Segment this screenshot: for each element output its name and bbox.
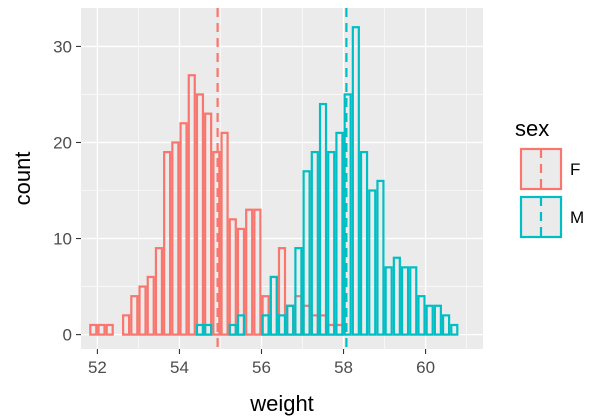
bar-M [359, 150, 369, 336]
bar-M [261, 314, 270, 336]
bar-M [376, 179, 385, 336]
x-tick-label: 58 [334, 358, 353, 377]
bar-F [122, 314, 131, 336]
bar-M [392, 256, 401, 336]
bar-F [163, 150, 172, 336]
x-tick-label: 56 [252, 358, 271, 377]
x-axis: 52 54 56 58 60 [88, 349, 435, 377]
legend-label-M: M [570, 208, 584, 227]
y-tick-label: 0 [63, 326, 72, 345]
legend-item-F: F [519, 147, 580, 191]
x-tick-label: 54 [170, 358, 189, 377]
bar-M [318, 102, 328, 336]
bar-F [179, 122, 188, 336]
legend-item-M: M [519, 195, 584, 239]
y-tick-label: 10 [53, 230, 72, 249]
bar-M [335, 131, 344, 336]
bar-M [384, 266, 393, 336]
bar-M [302, 170, 311, 336]
bar-M [195, 323, 205, 336]
bar-F [154, 247, 164, 336]
plot-panel [81, 8, 483, 349]
bar-F [253, 208, 262, 336]
bar-F [187, 74, 196, 336]
bar-M [310, 150, 319, 336]
legend-label-F: F [570, 160, 580, 179]
bar-M [204, 323, 213, 336]
legend-title: sex [515, 116, 549, 141]
bar-F [89, 323, 98, 336]
bar-M [368, 189, 377, 336]
bar-M [351, 26, 360, 336]
bar-F [105, 323, 114, 336]
bar-F [171, 141, 180, 336]
legend: sex F M [515, 116, 584, 239]
bar-M [417, 295, 426, 336]
bar-M [236, 314, 246, 336]
x-tick-label: 52 [88, 358, 107, 377]
bar-F [212, 150, 221, 336]
bar-M [277, 314, 287, 336]
mean-lines [216, 8, 348, 349]
y-axis: 0 10 20 30 [53, 37, 81, 345]
bar-M [441, 314, 451, 336]
bar-M [425, 304, 434, 336]
bar-F [220, 131, 229, 336]
y-tick-label: 20 [53, 133, 72, 152]
series-M-bars [195, 26, 459, 336]
x-tick-label: 60 [416, 358, 435, 377]
bar-M [433, 304, 442, 336]
bar-M [343, 93, 352, 336]
bar-F [146, 275, 155, 336]
histogram-bars [89, 26, 459, 336]
bar-M [269, 275, 278, 336]
bar-M [286, 304, 295, 336]
bar-M [228, 323, 237, 336]
bar-M [294, 247, 303, 336]
bar-M [327, 150, 336, 336]
bar-F [138, 285, 147, 336]
y-tick-label: 30 [53, 37, 72, 56]
x-axis-title: weight [249, 391, 314, 416]
bar-F [97, 323, 106, 336]
bar-F [245, 208, 254, 336]
y-axis-title: count [10, 152, 35, 206]
bar-M [400, 266, 410, 336]
bar-M [450, 323, 459, 336]
bar-F [130, 295, 139, 336]
bar-M [409, 266, 418, 336]
